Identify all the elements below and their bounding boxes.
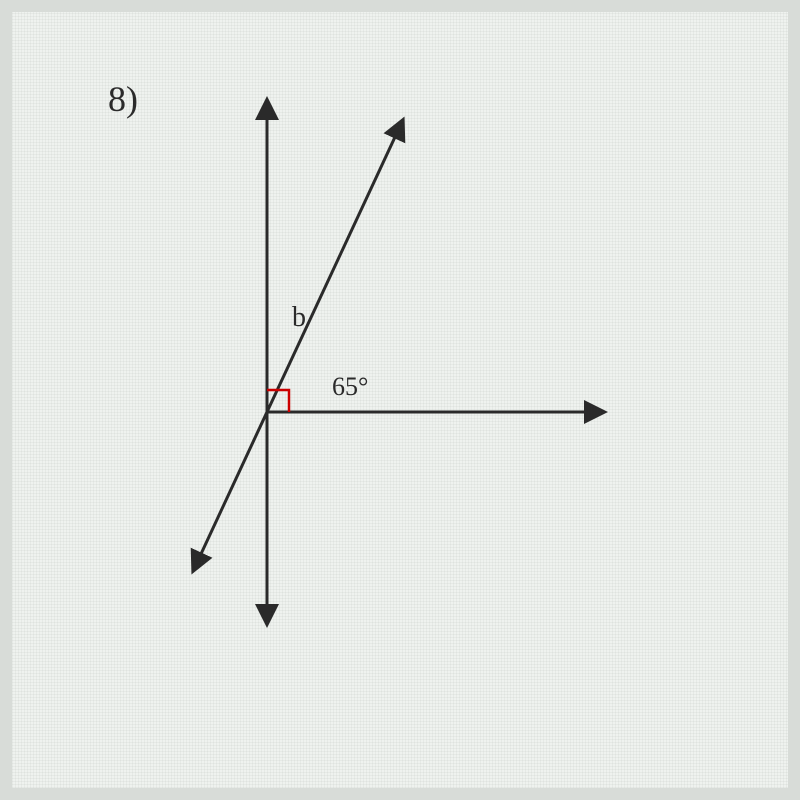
diagram-svg [132,92,652,652]
ray-diag-up-right [267,122,402,412]
angle-label-65: 65° [332,372,368,402]
angle-label-b: b [292,302,306,334]
paper-background: 8) b 65° [12,12,788,788]
ray-diag-down-left [194,412,267,569]
right-angle-marker [267,390,289,412]
geometry-diagram [132,92,652,652]
